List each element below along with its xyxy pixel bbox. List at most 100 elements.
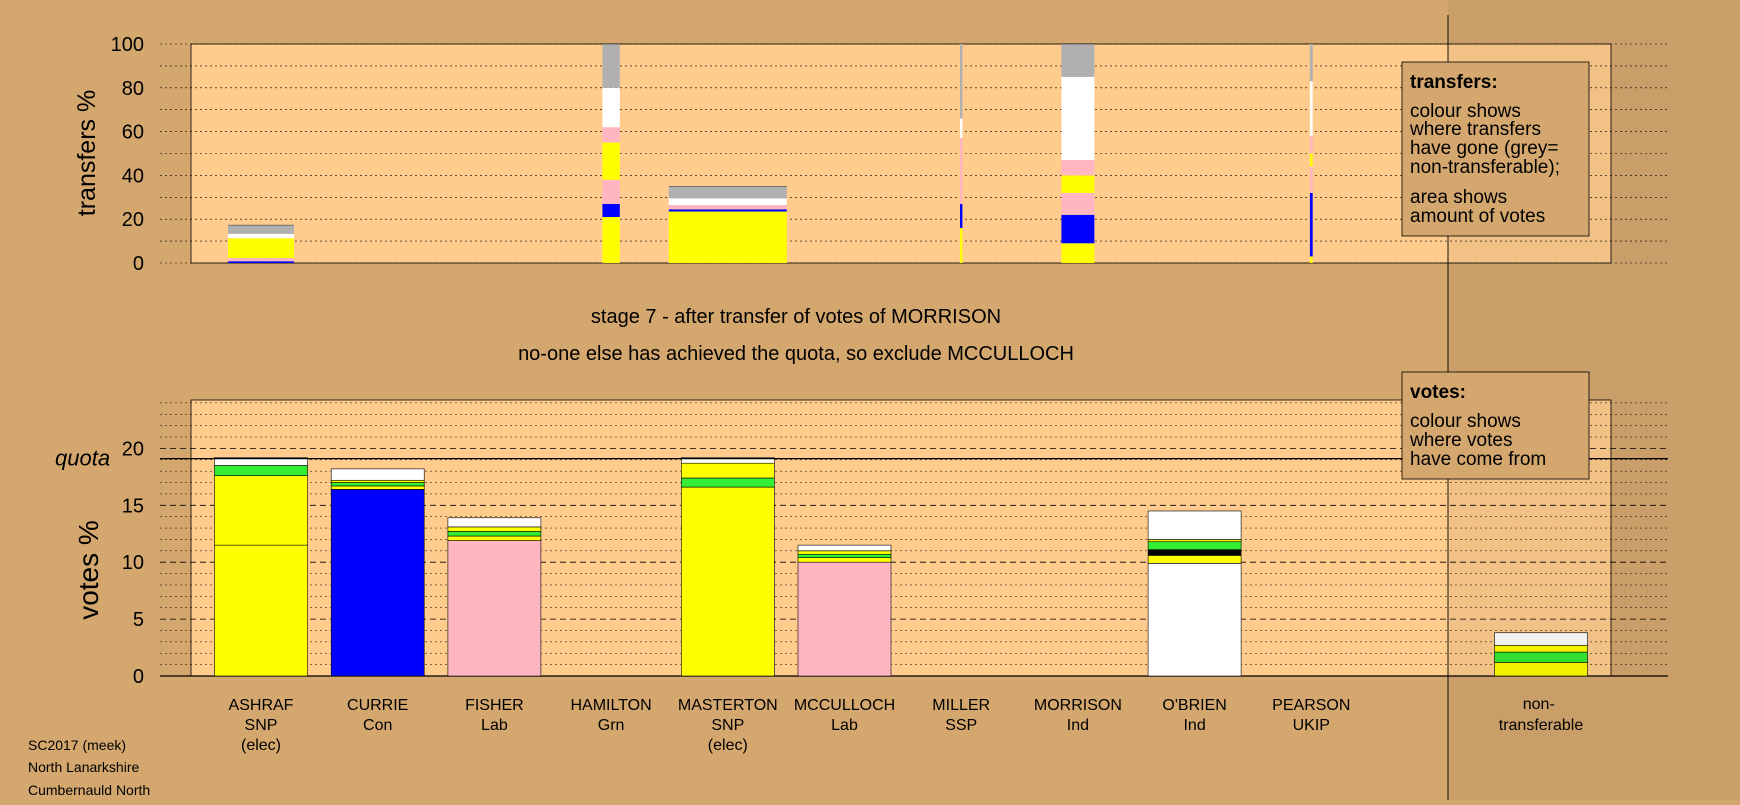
transfers-bar-segment xyxy=(602,127,620,143)
transfers-bar-segment xyxy=(1309,135,1313,154)
transfers-bar-segment xyxy=(959,203,963,228)
votes-legend-box: votes: colour shows where votes have com… xyxy=(1401,371,1590,480)
votes-bar-segment xyxy=(447,526,542,532)
votes-bar-segment xyxy=(330,482,425,487)
votes-bar-segment xyxy=(797,561,892,677)
votes-bar-segment xyxy=(797,557,892,563)
transfers-bar-segment xyxy=(228,257,294,262)
footer-text: SC2017 (meek) North Lanarkshire Cumberna… xyxy=(28,737,150,798)
votes-y-tick-label: 15 xyxy=(122,495,144,517)
votes-legend-title: votes: xyxy=(1410,382,1466,403)
transfers-bar-segment xyxy=(602,203,620,218)
votes-bar-segment xyxy=(1494,632,1588,646)
transfers-bar-segment xyxy=(1061,243,1095,263)
transfers-bar-segment xyxy=(228,233,294,239)
transfers-bar-segment xyxy=(1061,44,1095,77)
candidate-label: O'BRIEN Ind xyxy=(1162,697,1226,734)
votes-bar-segment xyxy=(330,468,425,481)
transfers-bars xyxy=(228,43,1313,263)
votes-legend-text: colour shows where votes have come from xyxy=(1409,411,1546,470)
transfers-bar-segment xyxy=(228,225,294,234)
transfers-bar-segment xyxy=(602,217,620,263)
transfers-bar-segment xyxy=(602,179,620,204)
transfers-bar-segment xyxy=(1061,214,1095,244)
transfers-bar-segment xyxy=(1309,153,1313,167)
votes-y-axis-label: votes % xyxy=(73,520,104,620)
transfers-bar-segment xyxy=(959,118,963,139)
transfers-bar-segment xyxy=(668,186,787,199)
transfers-y-tick-label: 80 xyxy=(122,78,144,100)
votes-bar-segment xyxy=(680,457,775,464)
candidate-labels: ASHRAF SNP (elec) CURRIE Con FISHER Lab HAMILTO… xyxy=(229,697,1351,754)
transfers-y-axis-label: transfers % xyxy=(73,90,101,216)
transfers-y-tick-label: 0 xyxy=(133,253,144,275)
transfers-bar-segment xyxy=(228,238,294,258)
quota-label: quota xyxy=(55,446,110,471)
transfers-panel: 0 20 40 60 80 100 transfers % xyxy=(73,34,1668,275)
votes-bar-segment xyxy=(1147,563,1242,677)
votes-bar-segment xyxy=(330,479,425,483)
votes-bar-segment xyxy=(797,544,892,552)
candidate-label: MORRISON Ind xyxy=(1034,697,1122,734)
votes-bar-segment xyxy=(214,457,308,466)
votes-panel: 0 5 10 15 20 quota votes % xyxy=(55,399,1668,688)
candidate-label: MASTERTON SNP (elec) xyxy=(678,697,778,754)
stage-title: stage 7 - after transfer of votes of MOR… xyxy=(591,306,1001,328)
votes-bar-segment xyxy=(447,517,542,528)
candidate-label: PEARSON UKIP xyxy=(1272,697,1350,734)
transfers-bar-segment xyxy=(668,198,787,205)
votes-bar-segment xyxy=(447,535,542,541)
candidate-label: MCCULLOCH Lab xyxy=(794,697,895,734)
votes-y-tick-label: 20 xyxy=(122,438,144,460)
transfers-bar-segment xyxy=(1309,192,1313,257)
votes-bar-segment xyxy=(447,540,542,677)
candidate-label: FISHER Lab xyxy=(465,697,524,734)
transfers-legend-box: transfers: colour shows where transfers … xyxy=(1401,61,1590,237)
candidate-label: CURRIE Con xyxy=(347,697,408,734)
transfers-bar-segment xyxy=(1309,256,1313,263)
transfers-bar-segment xyxy=(1309,44,1313,82)
votes-bar-segment xyxy=(680,486,775,677)
transfers-bar-segment xyxy=(1061,192,1095,215)
transfers-bar-segment xyxy=(668,211,787,263)
transfers-legend-title: transfers: xyxy=(1410,72,1498,93)
transfers-bar-segment xyxy=(1309,166,1313,193)
candidate-label: HAMILTON Grn xyxy=(570,697,651,734)
votes-y-tick-label: 10 xyxy=(122,552,144,574)
nontransferable-label: non- transferable xyxy=(1499,696,1584,734)
votes-bar-segment xyxy=(330,485,425,490)
transfers-bar-segment xyxy=(959,138,963,204)
transfers-bar-segment xyxy=(1061,175,1095,193)
votes-y-tick-label: 0 xyxy=(133,666,144,688)
votes-y-tick-label: 5 xyxy=(133,609,144,631)
votes-plot-area xyxy=(190,399,1612,677)
transfers-y-tick-label: 40 xyxy=(122,165,144,187)
transfers-bar-segment xyxy=(959,44,963,119)
transfers-y-ticks: 0 20 40 60 80 100 xyxy=(111,34,144,275)
votes-bar-segment xyxy=(447,531,542,537)
votes-bar-segment xyxy=(214,475,308,546)
transfers-y-tick-label: 100 xyxy=(111,34,144,56)
votes-bar-segment xyxy=(1147,549,1242,556)
votes-bar-segment xyxy=(1147,539,1242,543)
transfers-bar-segment xyxy=(228,261,294,263)
transfers-bar-segment xyxy=(959,227,963,263)
transfers-bar-segment xyxy=(668,204,787,210)
transfers-bar-segment xyxy=(1061,76,1095,161)
votes-bar-segment xyxy=(797,550,892,555)
candidate-label: ASHRAF SNP (elec) xyxy=(229,697,294,754)
votes-bar-segment xyxy=(680,462,775,479)
transfers-legend-text-1: colour shows where transfers have gone (… xyxy=(1409,101,1564,178)
votes-bar-segment xyxy=(797,553,892,558)
candidate-label: MILLER SSP xyxy=(932,697,990,734)
stage-subtitle: no-one else has achieved the quota, so e… xyxy=(518,343,1074,365)
transfers-y-tick-label: 20 xyxy=(122,209,144,231)
transfers-bar-segment xyxy=(1309,81,1313,136)
transfers-legend-text-2: area shows amount of votes xyxy=(1410,187,1545,227)
votes-y-ticks: 0 5 10 15 20 xyxy=(122,438,144,688)
votes-bar-segment xyxy=(214,465,308,477)
votes-bar-segment xyxy=(330,489,425,677)
transfers-bar-segment xyxy=(602,87,620,128)
